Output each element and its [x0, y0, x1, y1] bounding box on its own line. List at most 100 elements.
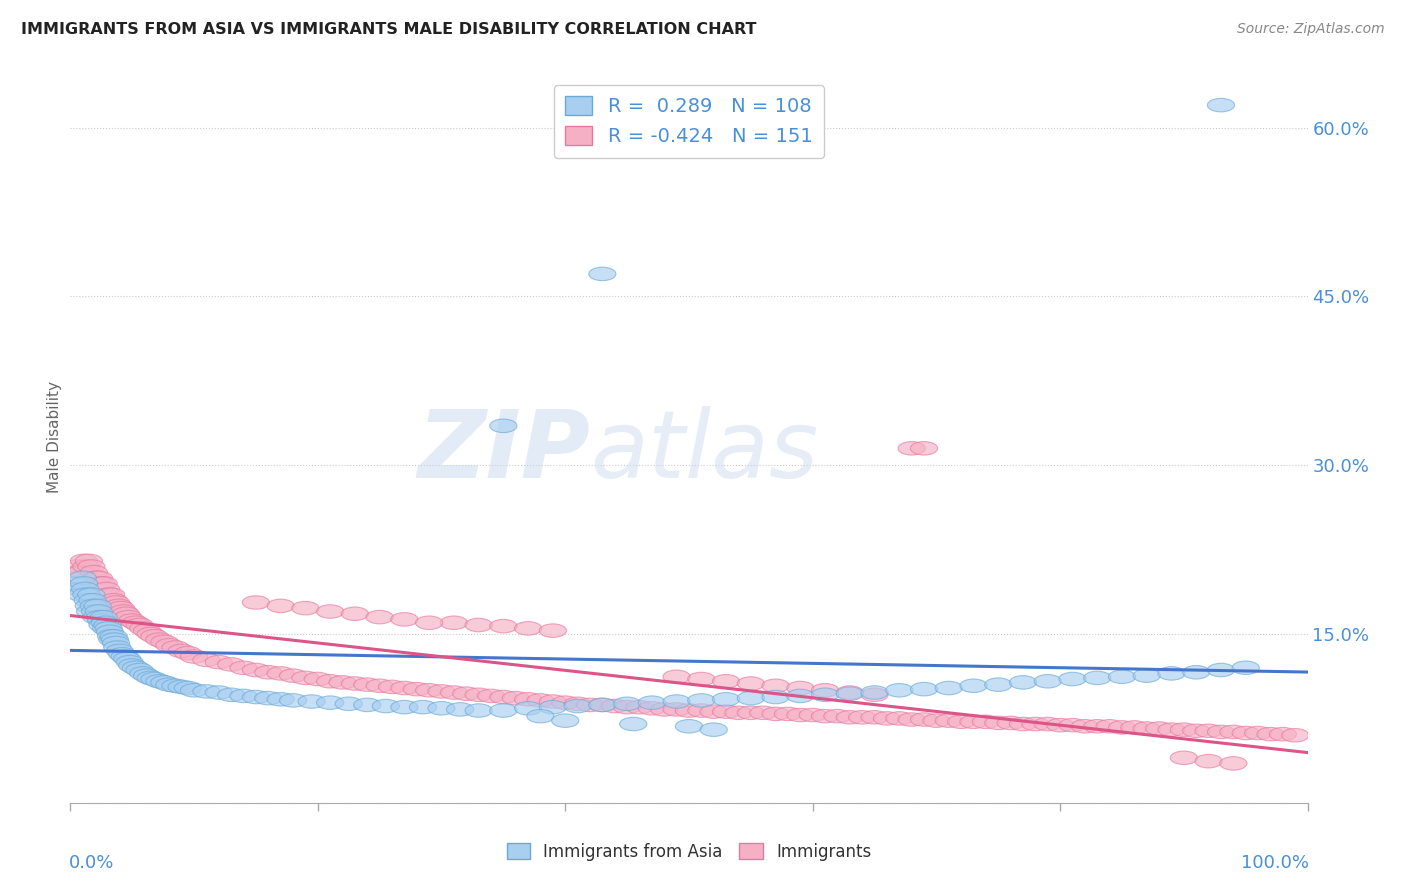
Ellipse shape — [564, 699, 591, 713]
Ellipse shape — [67, 588, 96, 601]
Ellipse shape — [1108, 721, 1136, 734]
Ellipse shape — [911, 682, 938, 696]
Ellipse shape — [86, 605, 112, 618]
Ellipse shape — [1097, 720, 1123, 733]
Ellipse shape — [83, 610, 110, 624]
Ellipse shape — [737, 706, 765, 720]
Text: 0.0%: 0.0% — [69, 854, 114, 872]
Ellipse shape — [453, 687, 479, 700]
Ellipse shape — [1282, 729, 1309, 742]
Ellipse shape — [775, 707, 801, 721]
Ellipse shape — [837, 686, 863, 699]
Ellipse shape — [973, 715, 1000, 729]
Ellipse shape — [118, 614, 146, 627]
Ellipse shape — [576, 698, 603, 712]
Ellipse shape — [141, 673, 169, 686]
Ellipse shape — [860, 711, 889, 724]
Ellipse shape — [162, 640, 188, 654]
Ellipse shape — [898, 713, 925, 726]
Ellipse shape — [416, 616, 443, 630]
Ellipse shape — [267, 692, 294, 706]
Ellipse shape — [77, 560, 105, 574]
Ellipse shape — [80, 599, 107, 613]
Ellipse shape — [84, 599, 111, 613]
Ellipse shape — [298, 695, 325, 708]
Ellipse shape — [292, 601, 319, 615]
Ellipse shape — [80, 566, 107, 579]
Ellipse shape — [127, 618, 153, 632]
Ellipse shape — [787, 690, 814, 703]
Ellipse shape — [205, 686, 232, 699]
Ellipse shape — [218, 657, 245, 671]
Ellipse shape — [156, 678, 183, 691]
Ellipse shape — [688, 704, 714, 717]
Ellipse shape — [465, 618, 492, 632]
Ellipse shape — [1232, 726, 1260, 739]
Ellipse shape — [1257, 727, 1284, 741]
Ellipse shape — [713, 705, 740, 718]
Ellipse shape — [180, 649, 208, 664]
Ellipse shape — [651, 703, 678, 716]
Ellipse shape — [101, 633, 128, 647]
Ellipse shape — [1195, 755, 1222, 768]
Ellipse shape — [886, 712, 912, 725]
Ellipse shape — [700, 705, 727, 718]
Ellipse shape — [366, 679, 394, 692]
Ellipse shape — [589, 698, 616, 712]
Ellipse shape — [527, 709, 554, 723]
Ellipse shape — [90, 576, 117, 591]
Ellipse shape — [502, 691, 529, 705]
Ellipse shape — [146, 674, 173, 688]
Ellipse shape — [86, 610, 114, 624]
Ellipse shape — [620, 717, 647, 731]
Ellipse shape — [242, 690, 270, 704]
Ellipse shape — [404, 682, 430, 696]
Ellipse shape — [787, 708, 814, 722]
Ellipse shape — [76, 605, 104, 618]
Ellipse shape — [267, 599, 294, 613]
Ellipse shape — [70, 554, 97, 567]
Ellipse shape — [911, 442, 938, 455]
Ellipse shape — [134, 624, 160, 638]
Ellipse shape — [589, 268, 616, 281]
Ellipse shape — [737, 677, 765, 690]
Ellipse shape — [515, 622, 541, 635]
Ellipse shape — [254, 691, 281, 705]
Ellipse shape — [911, 713, 938, 726]
Ellipse shape — [104, 640, 131, 654]
Ellipse shape — [1208, 98, 1234, 112]
Ellipse shape — [141, 630, 169, 643]
Ellipse shape — [465, 704, 492, 717]
Ellipse shape — [97, 588, 125, 601]
Ellipse shape — [87, 614, 115, 627]
Ellipse shape — [174, 681, 201, 695]
Ellipse shape — [440, 616, 467, 630]
Ellipse shape — [316, 605, 343, 618]
Ellipse shape — [1022, 717, 1049, 731]
Ellipse shape — [1220, 725, 1247, 739]
Ellipse shape — [100, 593, 127, 607]
Ellipse shape — [1232, 661, 1260, 674]
Ellipse shape — [1159, 666, 1185, 680]
Ellipse shape — [193, 685, 219, 698]
Ellipse shape — [77, 588, 105, 601]
Ellipse shape — [105, 599, 132, 613]
Ellipse shape — [1010, 717, 1036, 731]
Ellipse shape — [948, 715, 974, 729]
Ellipse shape — [935, 681, 962, 695]
Ellipse shape — [811, 688, 838, 701]
Text: 100.0%: 100.0% — [1241, 854, 1309, 872]
Ellipse shape — [108, 648, 136, 661]
Ellipse shape — [1059, 673, 1085, 686]
Ellipse shape — [127, 664, 153, 677]
Ellipse shape — [117, 656, 143, 669]
Text: IMMIGRANTS FROM ASIA VS IMMIGRANTS MALE DISABILITY CORRELATION CHART: IMMIGRANTS FROM ASIA VS IMMIGRANTS MALE … — [21, 22, 756, 37]
Ellipse shape — [1059, 718, 1085, 732]
Ellipse shape — [1133, 669, 1160, 682]
Ellipse shape — [540, 700, 567, 714]
Ellipse shape — [1182, 724, 1209, 738]
Ellipse shape — [837, 687, 863, 700]
Ellipse shape — [146, 633, 173, 647]
Ellipse shape — [564, 697, 591, 711]
Ellipse shape — [1084, 671, 1111, 685]
